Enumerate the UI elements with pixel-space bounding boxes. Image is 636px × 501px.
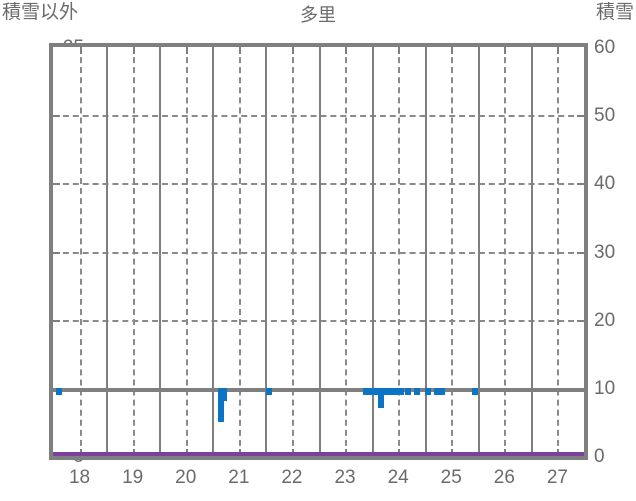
precipitation-bar <box>472 387 479 395</box>
half-day-gridline <box>79 47 82 456</box>
plot-inner <box>53 47 584 456</box>
half-day-gridline <box>398 47 401 456</box>
precipitation-bar <box>392 387 399 395</box>
precipitation-bar <box>220 387 227 402</box>
x-axis-tick-label: 23 <box>334 467 356 488</box>
x-axis-tick-label: 22 <box>281 467 303 488</box>
day-boundary-gridline <box>106 47 109 456</box>
x-axis-major-tick <box>159 47 162 54</box>
day-boundary-gridline <box>212 47 215 456</box>
precipitation-bar <box>438 387 445 395</box>
precipitation-bar <box>378 387 385 409</box>
day-boundary-gridline <box>318 47 321 456</box>
half-day-gridline <box>451 47 454 456</box>
day-boundary-gridline <box>371 47 374 456</box>
x-axis-major-tick <box>477 47 480 54</box>
right-axis-tick-label: 50 <box>594 105 616 127</box>
half-day-gridline <box>291 47 294 456</box>
precipitation-bar <box>217 387 224 422</box>
right-axis-tick <box>577 115 584 118</box>
chart-title: 多里 <box>300 5 336 25</box>
x-axis-minor-tick <box>185 47 188 54</box>
precipitation-bar <box>370 387 377 395</box>
left-axis-tick <box>53 319 60 322</box>
right-axis-tick <box>577 319 584 322</box>
precipitation-bar <box>414 387 421 395</box>
precipitation-bar <box>404 387 411 395</box>
precipitation-bar <box>381 387 388 395</box>
half-day-gridline <box>238 47 241 456</box>
right-axis-tick-label: 10 <box>594 377 616 399</box>
x-axis-minor-tick <box>238 47 241 54</box>
precipitation-bar <box>265 387 272 395</box>
x-axis-minor-tick <box>132 47 135 54</box>
precipitation-bar <box>388 387 395 395</box>
right-axis-title: 積雪 <box>595 2 634 23</box>
x-axis-tick-label: 27 <box>546 467 568 488</box>
zero-reference-line <box>53 387 584 392</box>
left-axis-tick <box>53 115 60 118</box>
x-axis-major-tick <box>106 47 109 54</box>
day-boundary-gridline <box>265 47 268 456</box>
left-axis-title: 積雪以外 <box>2 2 79 23</box>
x-axis-major-tick <box>371 47 374 54</box>
precipitation-bar <box>367 387 373 395</box>
precipitation-bar <box>397 387 404 395</box>
x-axis-minor-tick <box>557 47 560 54</box>
x-axis-minor-tick <box>345 47 348 54</box>
precipitation-bar <box>363 387 370 395</box>
x-axis-major-tick <box>318 47 321 54</box>
precipitation-bar <box>385 387 392 395</box>
right-axis-tick-label: 60 <box>594 37 616 58</box>
day-boundary-gridline <box>477 47 480 456</box>
x-axis-tick-label: 21 <box>228 467 250 488</box>
left-axis-tick <box>53 251 60 254</box>
x-axis-minor-tick <box>79 47 82 54</box>
half-day-gridline <box>504 47 507 456</box>
right-axis-tick <box>577 251 584 254</box>
x-axis-tick-label: 25 <box>440 467 462 488</box>
day-boundary-gridline <box>424 47 427 456</box>
x-axis-tick-label: 26 <box>493 467 515 488</box>
x-axis-tick-label: 20 <box>175 467 197 488</box>
x-axis-minor-tick <box>451 47 454 54</box>
x-axis-minor-tick <box>398 47 401 54</box>
x-axis-minor-tick <box>504 47 507 54</box>
day-boundary-gridline <box>159 47 162 456</box>
precipitation-bar <box>56 387 63 395</box>
precipitation-bar <box>424 387 431 395</box>
precipitation-bar <box>373 387 380 395</box>
plot-area <box>49 43 588 460</box>
snow-depth-line <box>53 452 584 456</box>
half-day-gridline <box>185 47 188 456</box>
x-axis-minor-tick <box>291 47 294 54</box>
x-axis-major-tick <box>424 47 427 54</box>
x-axis-major-tick <box>212 47 215 54</box>
right-axis-tick-label: 40 <box>594 173 616 195</box>
x-axis-tick-label: 24 <box>387 467 409 488</box>
right-axis-tick-label: 30 <box>594 241 616 263</box>
half-day-gridline <box>557 47 560 456</box>
x-axis-tick-label: 18 <box>68 467 91 488</box>
x-axis-major-tick <box>530 47 533 54</box>
half-day-gridline <box>132 47 135 456</box>
right-axis-tick <box>577 183 584 186</box>
x-axis-major-tick <box>265 47 268 54</box>
half-day-gridline <box>345 47 348 456</box>
right-axis-tick-label: 0 <box>594 446 605 467</box>
right-axis-tick-label: 20 <box>594 309 616 331</box>
left-axis-tick <box>53 183 60 186</box>
precipitation-bar <box>434 387 441 395</box>
x-axis-tick-label: 19 <box>122 467 144 488</box>
day-boundary-gridline <box>530 47 533 456</box>
